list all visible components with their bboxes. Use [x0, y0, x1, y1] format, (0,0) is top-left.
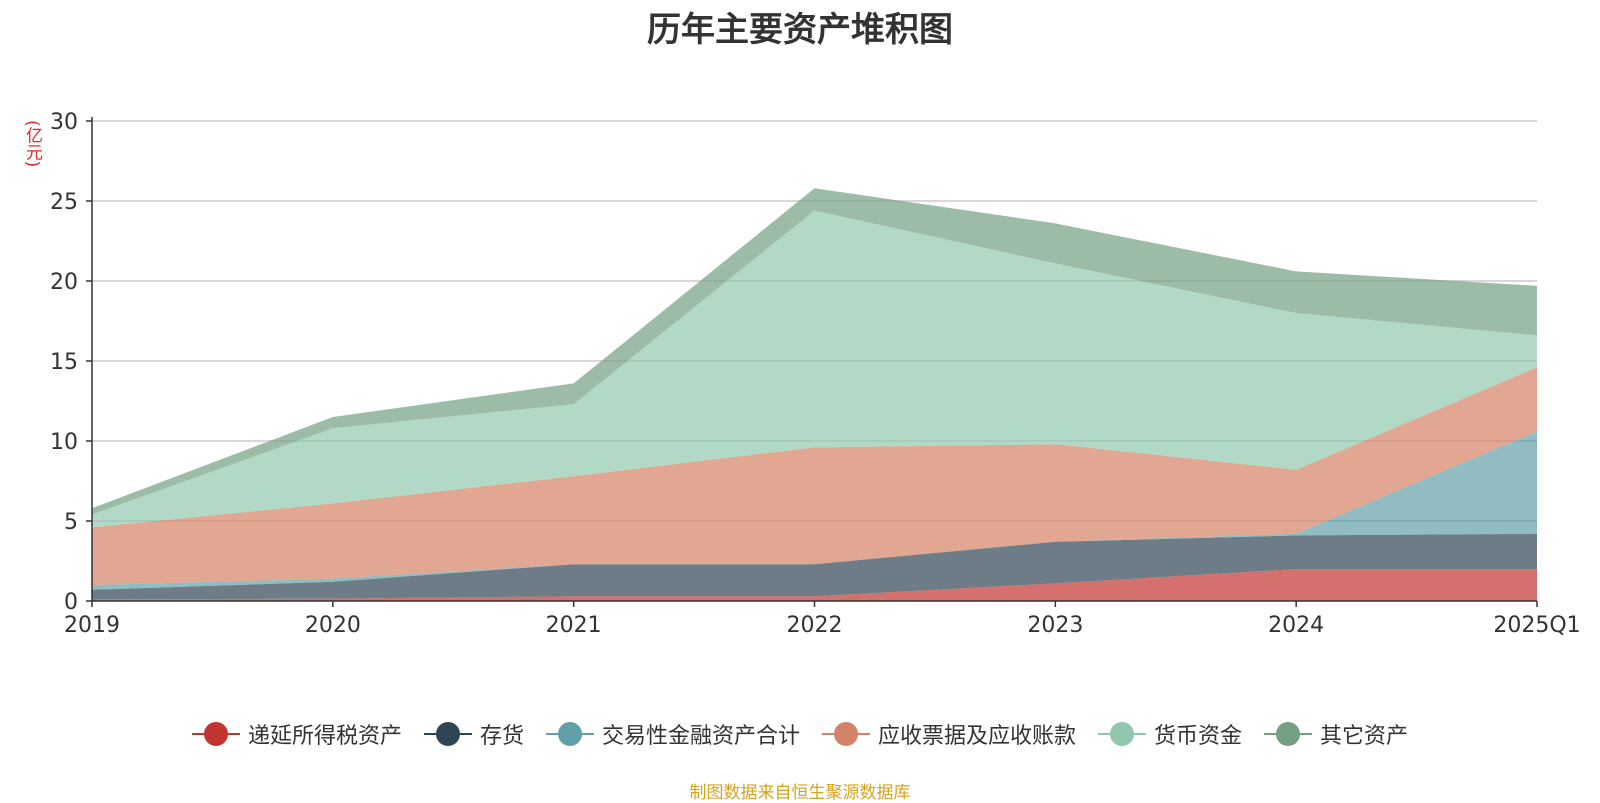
legend-label: 应收票据及应收账款	[878, 724, 1077, 749]
legend-item[interactable]: 其它资产	[1264, 718, 1408, 750]
legend-item[interactable]: 存货	[423, 718, 524, 750]
chart-title: 历年主要资产堆积图	[647, 10, 953, 50]
x-tick-label: 2019	[64, 613, 120, 638]
x-tick-label: 2025Q1	[1493, 613, 1580, 638]
legend-marker-icon	[1098, 721, 1147, 747]
legend-marker-icon	[191, 721, 240, 747]
legend-item[interactable]: 货币资金	[1098, 718, 1242, 750]
area-series-1	[92, 533, 1537, 600]
area-series-3	[92, 367, 1537, 585]
y-tick-label: 5	[64, 510, 78, 535]
area-series-5	[92, 188, 1537, 515]
legend-label: 货币资金	[1154, 724, 1243, 749]
y-axis-unit-label: (亿元)	[22, 120, 42, 168]
y-tick-label: 30	[50, 110, 78, 135]
x-tick-label: 2021	[546, 613, 602, 638]
y-tick-label: 10	[50, 430, 78, 455]
legend-item[interactable]: 递延所得税资产	[191, 718, 402, 750]
legend-label: 存货	[479, 724, 524, 749]
legend-marker-icon	[822, 721, 870, 747]
y-tick-label: 25	[50, 190, 78, 215]
legend: 递延所得税资产 存货 交易性金融资产合计 应收票据及应收账款 货币资金 其它资产	[0, 718, 1600, 750]
source-note: 制图数据来自恒生聚源数据库	[689, 783, 911, 803]
axes: 0 5 10 15 20 25 30 2019 2020 2021 2022 2023 2024 2025…	[50, 110, 1581, 638]
area-series-0	[92, 569, 1537, 601]
legend-label: 其它资产	[1320, 724, 1409, 749]
x-tick-label: 2023	[1027, 613, 1083, 638]
legend-marker-icon	[1264, 721, 1313, 747]
x-tick-label: 2022	[787, 613, 843, 638]
x-tick-label: 2020	[305, 613, 361, 638]
legend-marker-icon	[423, 721, 472, 747]
legend-item[interactable]: 应收票据及应收账款	[822, 718, 1076, 750]
area-series-4	[92, 210, 1537, 528]
legend-label: 递延所得税资产	[247, 724, 402, 749]
y-tick-label: 20	[50, 270, 78, 295]
legend-item[interactable]: 交易性金融资产合计	[545, 718, 800, 750]
x-tick-label: 2024	[1268, 613, 1324, 638]
y-tick-label: 0	[64, 590, 78, 615]
y-tick-label: 15	[50, 350, 78, 375]
legend-marker-icon	[545, 721, 594, 747]
legend-label: 交易性金融资产合计	[601, 724, 800, 749]
area-series	[92, 188, 1537, 601]
